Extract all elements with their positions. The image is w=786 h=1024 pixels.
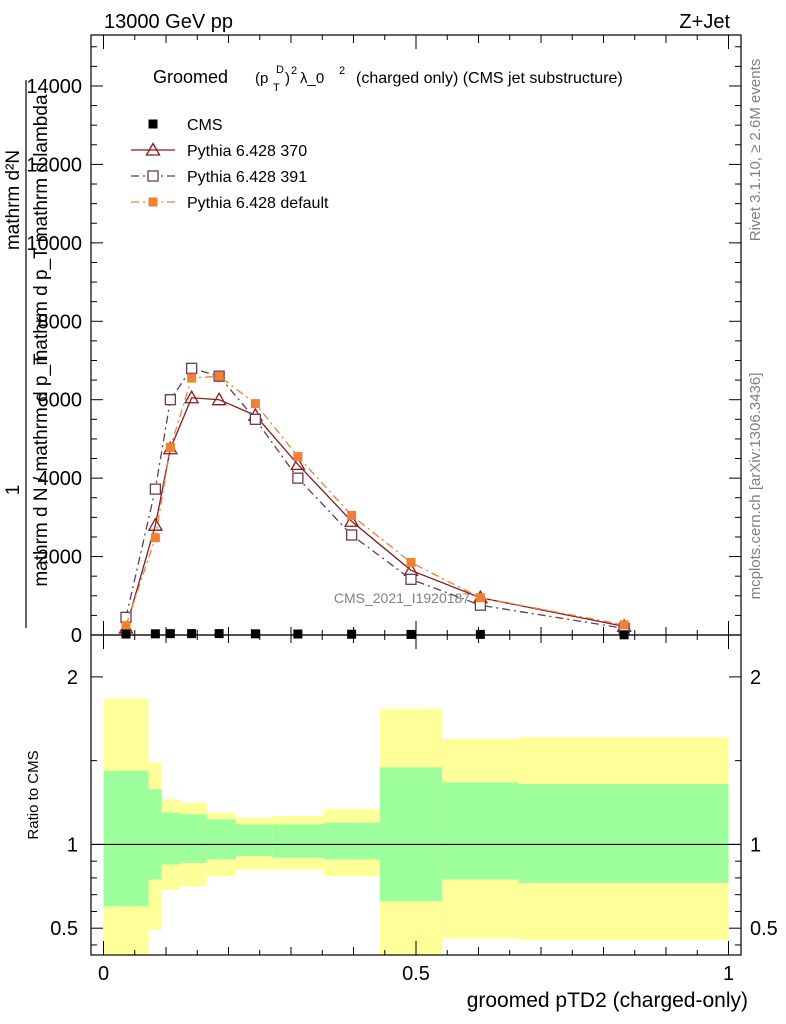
svg-text:mathrm d²N: mathrm d²N (3, 150, 24, 250)
series-3-point-6 (293, 452, 303, 462)
main-title: Groomed (p T D ) 2 λ_0 2 (charged only) … (153, 64, 623, 94)
series-1-point-4 (211, 391, 227, 406)
series-0-point-1 (150, 629, 160, 639)
series-3-point-9 (475, 593, 485, 603)
series-3-point-2 (165, 443, 175, 453)
series-2-point-5 (249, 413, 262, 425)
series-0-point-6 (293, 629, 303, 639)
series-0-point-5 (250, 629, 260, 639)
main-ytick-label-3: 6000 (38, 390, 83, 412)
main-ytick-label-0: 0 (71, 625, 82, 647)
svg-text:1: 1 (3, 485, 24, 496)
legend: CMS Pythia 6.428 370 Pythia 6.428 391 Pythi… (131, 117, 329, 212)
legend-label-0: CMS (187, 117, 223, 134)
svg-text:2: 2 (339, 65, 345, 77)
ratio-ytick-label-0: 0.5 (50, 918, 78, 940)
rivet-label: Rivet 3.1.10, ≥ 2.6M events (747, 59, 764, 242)
svg-text:λ_0: λ_0 (300, 70, 324, 87)
main-ytick-label-7: 14000 (26, 76, 82, 98)
main-axis-ticks: 0 2000 4000 6000 8000 10000 12000 14000 (26, 35, 741, 647)
series-2-point-6 (292, 472, 304, 484)
svg-text:): ) (285, 70, 290, 87)
ratio-ytick-label-1: 1 (67, 834, 78, 856)
series-3-point-4 (214, 371, 224, 381)
svg-text:2: 2 (291, 65, 297, 77)
ratio-band-stat-10 (518, 784, 729, 883)
ratio-band-stat-7 (323, 822, 380, 860)
ratio-bands (91, 698, 741, 955)
series-1-point-1 (147, 517, 163, 531)
svg-text:mathrm d p_T mathrm d lambda: mathrm d p_T mathrm d lambda (31, 94, 52, 365)
series-1-point-6 (290, 456, 306, 471)
ratio-frame (90, 634, 742, 956)
series-0-point-2 (165, 629, 175, 639)
series-0-point-0 (121, 629, 131, 639)
main-ytick-label-2: 4000 (38, 468, 83, 490)
ratio-band-stat-4 (206, 819, 236, 860)
series-0-point-3 (187, 629, 197, 639)
series-2-point-3 (185, 362, 198, 374)
main-ytick-label-5: 10000 (26, 233, 82, 255)
title-main: Groomed (153, 67, 228, 87)
series-1-point-7 (344, 513, 360, 527)
xtick-label-0: 0 (98, 963, 109, 985)
ratio-ylabel: Ratio to CMS (25, 750, 42, 839)
series-3-point-8 (406, 557, 416, 567)
ratio-band-stat-3 (179, 814, 207, 863)
ratio-axis-ticks: 0.5 0.5 1 1 2 2 0 0.5 1 (50, 635, 778, 985)
ratio-band-stat-8 (379, 767, 443, 902)
series-0-point-7 (347, 629, 357, 639)
legend-marker-1 (145, 142, 161, 156)
xaxis-label: groomed pTD2 (charged-only) (467, 989, 748, 1012)
legend-marker-3 (148, 197, 158, 207)
series-0-point-4 (214, 629, 224, 639)
series-1-point-3 (184, 389, 200, 404)
watermark: CMS_2021_I1920187 (334, 590, 470, 606)
svg-text:T: T (273, 82, 280, 94)
ratio-band-stat-6 (272, 824, 324, 858)
series-3-point-7 (347, 510, 357, 520)
title-rest: (charged only) (CMS jet substructure) (356, 70, 623, 87)
energy-label: 13000 GeV pp (104, 11, 233, 33)
legend-label-3: Pythia 6.428 default (187, 195, 329, 212)
main-ytick-label-4: 8000 (38, 311, 83, 333)
ratio-band-stat-9 (442, 782, 519, 880)
xtick-label-2: 1 (723, 963, 734, 985)
ratio-band-stat-5 (236, 824, 273, 857)
svg-text:mathrm d N / mathrm d p_T: mathrm d N / mathrm d p_T (31, 353, 52, 587)
ratio-ytick-label-2: 2 (67, 667, 78, 689)
ratio-band-stat-2 (161, 812, 180, 865)
svg-text:D: D (276, 64, 284, 76)
ratio-ytick-label-right-0: 0.5 (750, 918, 778, 940)
legend-label-2: Pythia 6.428 391 (187, 169, 307, 186)
ratio-ytick-label-right-1: 1 (750, 834, 761, 856)
process-label: Z+Jet (679, 11, 730, 33)
series-3-point-10 (619, 620, 629, 630)
series-line-3 (125, 375, 625, 626)
legend-marker-2 (147, 170, 159, 182)
ratio-band-stat-0 (103, 770, 149, 907)
ratio-ytick-label-right-2: 2 (750, 667, 761, 689)
main-ylabel: mathrm d²N mathrm d p_T mathrm d lambda … (3, 80, 52, 628)
svg-text:(p: (p (255, 70, 268, 87)
series-3-point-3 (187, 373, 197, 383)
series-2-point-1 (149, 483, 162, 495)
ratio-band-stat-1 (148, 789, 162, 880)
series-2-point-8 (405, 573, 417, 585)
mcplots-label: mcplots.cern.ch [arXiv:1306.3436] (747, 373, 764, 600)
series-3 (121, 371, 629, 631)
series-2-point-7 (345, 529, 358, 541)
series-2-point-2 (164, 394, 177, 406)
legend-label-1: Pythia 6.428 370 (187, 143, 307, 160)
main-ytick-label-6: 12000 (26, 154, 82, 176)
series-3-point-0 (121, 621, 131, 631)
xtick-label-1: 0.5 (402, 963, 430, 985)
series-3-point-5 (250, 399, 260, 409)
series-3-point-1 (150, 533, 160, 543)
svg-text:Groomed: Groomed (153, 67, 228, 87)
legend-marker-0 (148, 119, 158, 129)
main-ytick-label-1: 2000 (38, 547, 83, 569)
